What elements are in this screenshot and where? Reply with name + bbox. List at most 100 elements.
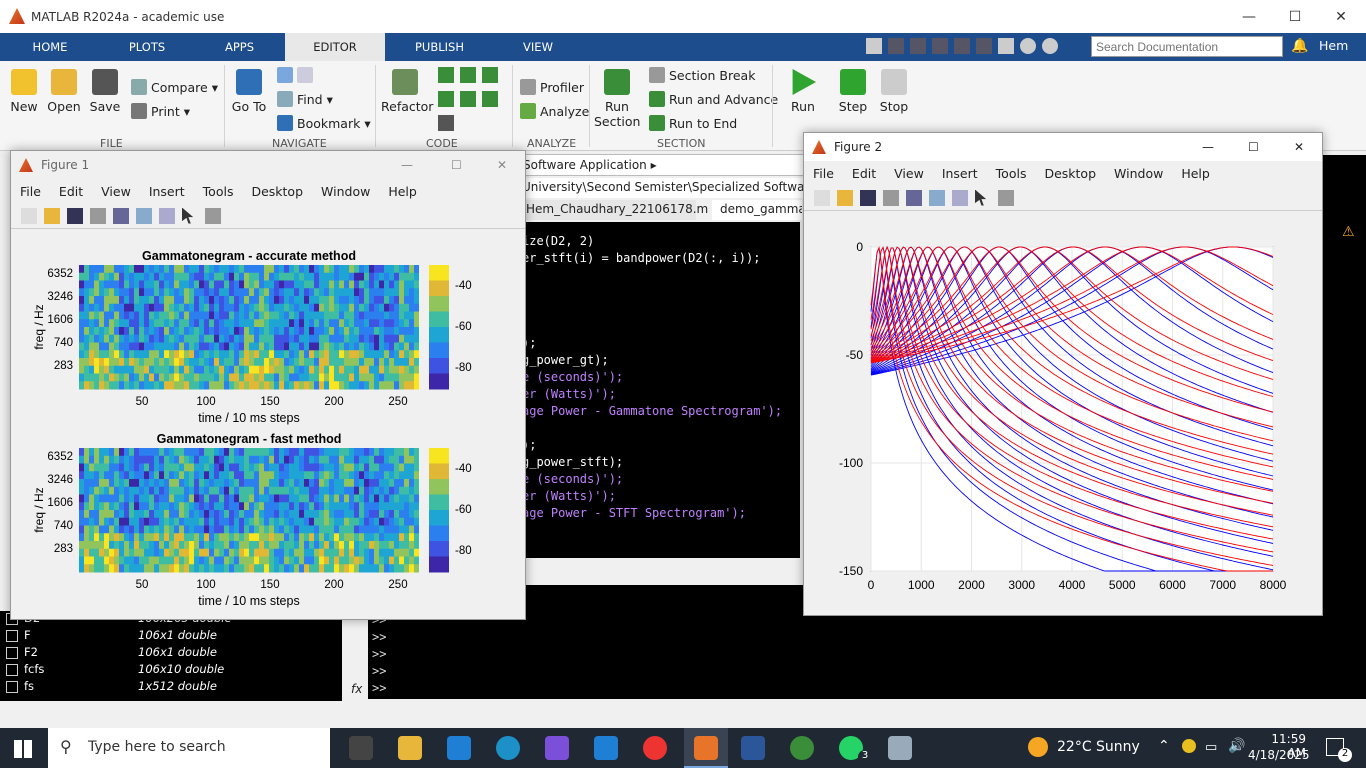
figure1-minimize-button[interactable]: — bbox=[401, 158, 413, 172]
figure1-close-button[interactable]: ✕ bbox=[497, 158, 508, 172]
user-menu[interactable]: Hem bbox=[1319, 38, 1349, 53]
compare-button[interactable]: Compare ▾ bbox=[131, 79, 218, 95]
link-plot-icon[interactable] bbox=[113, 207, 129, 224]
tab-editor[interactable]: EDITOR bbox=[285, 33, 385, 61]
colorbar-icon[interactable] bbox=[136, 207, 152, 224]
new-figure-icon[interactable] bbox=[21, 207, 37, 224]
tab-apps[interactable]: APPS bbox=[224, 40, 255, 54]
menu-insert[interactable]: Insert bbox=[941, 165, 978, 181]
legend-icon[interactable] bbox=[159, 207, 175, 224]
help-icon[interactable] bbox=[1020, 38, 1036, 54]
battery-icon[interactable]: ▭ bbox=[1205, 740, 1218, 755]
copilot-icon[interactable] bbox=[545, 736, 569, 760]
cut-icon[interactable] bbox=[888, 38, 904, 54]
menu-edit[interactable]: Edit bbox=[851, 165, 877, 181]
figure2-maximize-button[interactable]: ☐ bbox=[1248, 140, 1259, 154]
run-button[interactable]: Run bbox=[781, 67, 825, 114]
word-icon[interactable] bbox=[741, 736, 765, 760]
figure2-close-button[interactable]: ✕ bbox=[1294, 140, 1305, 154]
copy-icon[interactable] bbox=[910, 38, 926, 54]
weather-text[interactable]: 22°C Sunny bbox=[1057, 739, 1140, 755]
code-tools[interactable] bbox=[438, 67, 508, 133]
profiler-button[interactable]: Profiler bbox=[520, 79, 584, 95]
notifications-icon[interactable] bbox=[1326, 738, 1344, 756]
tab-publish[interactable]: PUBLISH bbox=[415, 40, 464, 54]
taskbar-search-input[interactable]: ⚲ Type here to search bbox=[48, 728, 330, 768]
menu-window[interactable]: Window bbox=[321, 183, 371, 199]
pointer-icon[interactable] bbox=[182, 207, 194, 224]
workspace-row[interactable]: fcfs 106x10 double bbox=[0, 662, 330, 679]
search-documentation-input[interactable] bbox=[1091, 36, 1283, 57]
menu-help[interactable]: Help bbox=[1181, 165, 1210, 181]
find-button[interactable]: Find ▾ bbox=[277, 91, 333, 107]
current-folder-path[interactable]: Software Application ▸ bbox=[520, 154, 810, 176]
store-icon[interactable] bbox=[447, 736, 471, 760]
windows-start-icon[interactable] bbox=[14, 740, 32, 758]
menu-file[interactable]: File bbox=[20, 183, 41, 199]
print-button[interactable]: Print ▾ bbox=[131, 103, 190, 119]
workspace-row[interactable]: F 106x1 double bbox=[0, 628, 330, 645]
paste-icon[interactable] bbox=[932, 38, 948, 54]
chevron-up-icon[interactable]: ⌃ bbox=[1158, 738, 1170, 754]
analyze-button[interactable]: Analyze bbox=[520, 103, 589, 119]
save-icon[interactable] bbox=[860, 189, 876, 206]
volume-icon[interactable]: 🔊 bbox=[1228, 738, 1246, 754]
task-view-icon[interactable] bbox=[349, 736, 373, 760]
link-plot-icon[interactable] bbox=[906, 189, 922, 206]
editor-tab-file2[interactable]: demo_gammat bbox=[712, 200, 802, 220]
go-to-button[interactable]: Go To bbox=[227, 67, 271, 114]
fx-icon[interactable]: fx bbox=[351, 682, 363, 696]
app-icon[interactable] bbox=[888, 736, 912, 760]
workspace-row[interactable]: F2 106x1 double bbox=[0, 645, 330, 662]
redo-icon[interactable] bbox=[976, 38, 992, 54]
menu-insert[interactable]: Insert bbox=[148, 183, 185, 199]
tab-home[interactable]: HOME bbox=[32, 40, 68, 54]
run-to-end-button[interactable]: Run to End bbox=[649, 115, 737, 131]
chrome-icon[interactable] bbox=[643, 736, 667, 760]
new-button[interactable]: New bbox=[2, 67, 46, 114]
save-icon[interactable] bbox=[67, 207, 83, 224]
new-figure-icon[interactable] bbox=[814, 189, 830, 206]
menu-edit[interactable]: Edit bbox=[58, 183, 84, 199]
menu-file[interactable]: File bbox=[813, 165, 834, 181]
property-editor-icon[interactable] bbox=[998, 189, 1014, 206]
menu-tools[interactable]: Tools bbox=[202, 183, 234, 199]
bookmark-button[interactable]: Bookmark ▾ bbox=[277, 115, 371, 131]
options-icon[interactable] bbox=[1042, 38, 1058, 54]
maximize-button[interactable]: ☐ bbox=[1288, 8, 1302, 25]
notification-bell-icon[interactable]: 🔔 bbox=[1291, 38, 1309, 54]
menu-tools[interactable]: Tools bbox=[995, 165, 1027, 181]
tab-view[interactable]: VIEW bbox=[523, 40, 553, 54]
save-icon[interactable] bbox=[866, 38, 882, 54]
figure1-maximize-button[interactable]: ☐ bbox=[451, 158, 462, 172]
menu-help[interactable]: Help bbox=[388, 183, 417, 199]
workspace-row[interactable]: fs 1x512 double bbox=[0, 679, 330, 696]
security-icon[interactable] bbox=[1182, 739, 1196, 753]
editor-tab-file1[interactable]: Hem_Chaudhary_22106178.m bbox=[522, 200, 708, 220]
close-button[interactable]: ✕ bbox=[1335, 8, 1347, 25]
mail-icon[interactable] bbox=[594, 736, 618, 760]
refactor-button[interactable]: Refactor bbox=[381, 67, 433, 114]
minimize-button[interactable]: — bbox=[1242, 8, 1256, 25]
section-break-button[interactable]: Section Break bbox=[649, 67, 755, 83]
clock-time[interactable]: 11:59 AM bbox=[1271, 732, 1306, 760]
menu-desktop[interactable]: Desktop bbox=[1044, 165, 1097, 181]
open-icon[interactable] bbox=[837, 189, 853, 206]
figure2-minimize-button[interactable]: — bbox=[1202, 140, 1214, 154]
run-section-button[interactable]: Run Section bbox=[594, 67, 640, 129]
edge-icon[interactable] bbox=[496, 736, 520, 760]
file-explorer-icon[interactable] bbox=[398, 736, 422, 760]
menu-view[interactable]: View bbox=[894, 165, 924, 181]
undo-icon[interactable] bbox=[954, 38, 970, 54]
tab-plots[interactable]: PLOTS bbox=[128, 40, 166, 54]
step-button[interactable]: Step bbox=[831, 67, 875, 114]
clock-date[interactable]: 4/18/2025 bbox=[1248, 748, 1310, 762]
property-editor-icon[interactable] bbox=[205, 207, 221, 224]
save-button[interactable]: Save bbox=[83, 67, 127, 114]
print-icon[interactable] bbox=[90, 207, 106, 224]
open-icon[interactable] bbox=[44, 207, 60, 224]
print-icon[interactable] bbox=[883, 189, 899, 206]
switch-windows-icon[interactable] bbox=[998, 38, 1014, 54]
menu-view[interactable]: View bbox=[101, 183, 131, 199]
menu-window[interactable]: Window bbox=[1114, 165, 1164, 181]
